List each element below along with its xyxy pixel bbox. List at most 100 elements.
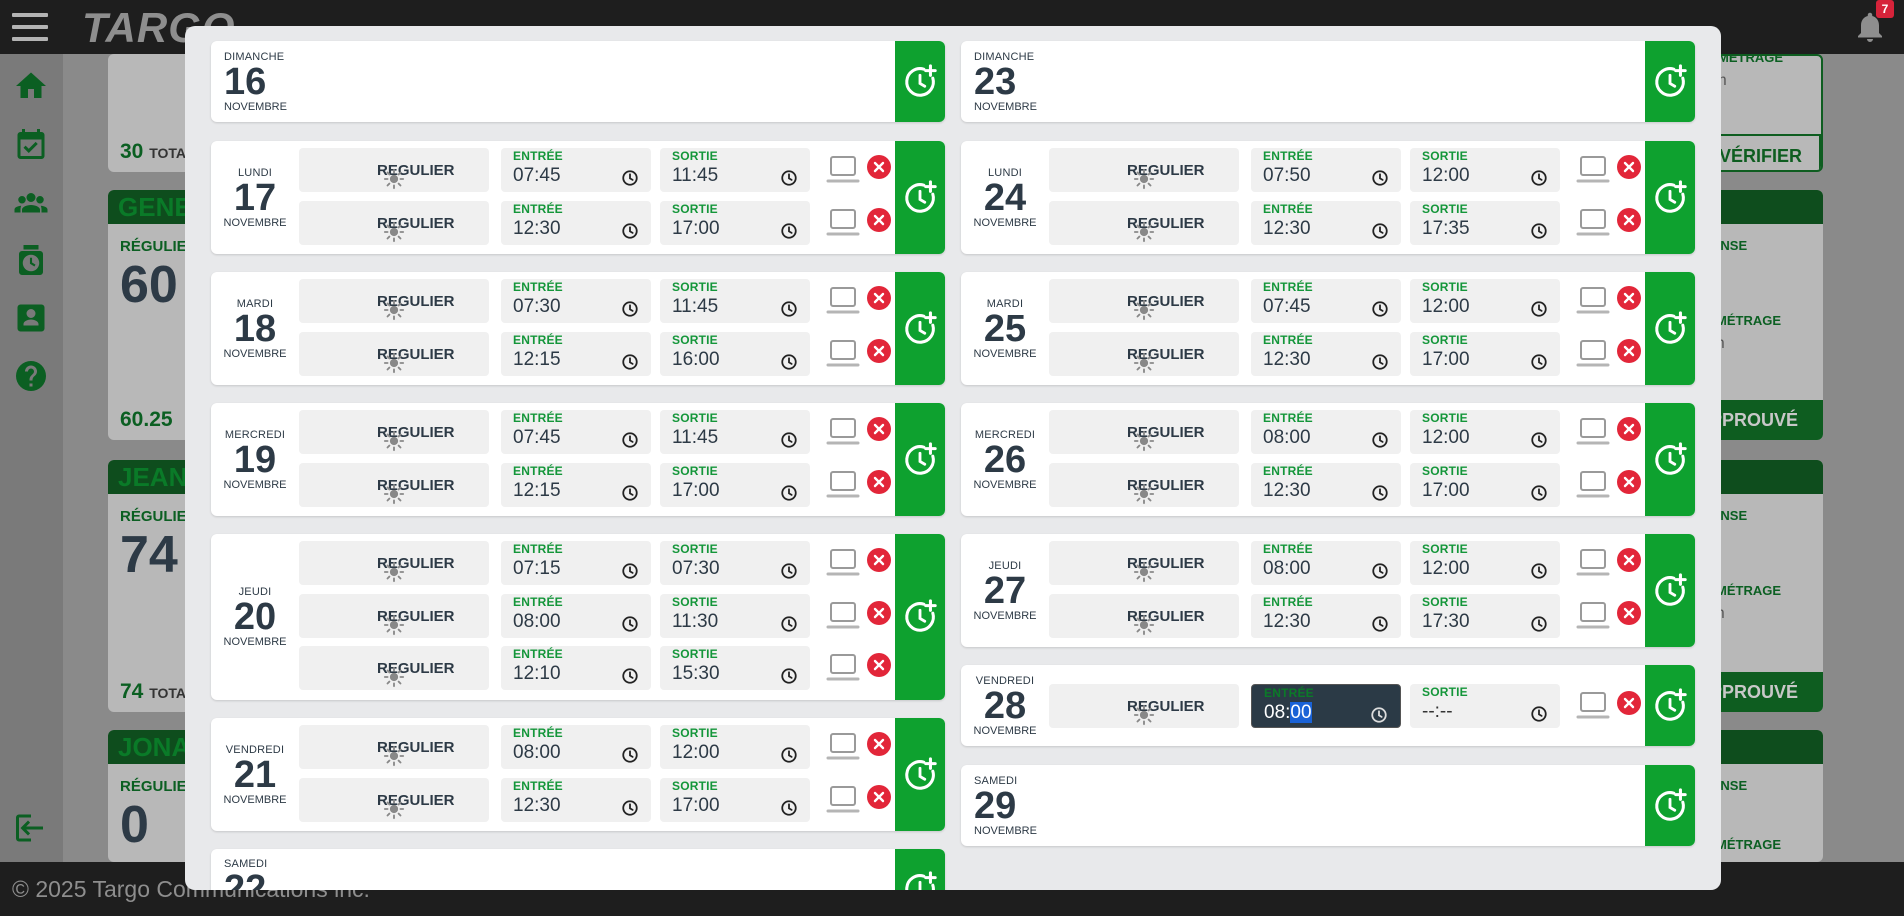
entree-time-input[interactable]: ENTRÉE 08:00 [1251,684,1401,728]
sortie-time-input[interactable]: SORTIE --:-- [1410,684,1560,728]
entree-time-input[interactable]: ENTRÉE 07:45 [501,148,651,192]
note-icon[interactable] [825,206,861,240]
delete-shift-button[interactable] [867,417,891,441]
sortie-time-input[interactable]: SORTIE 15:30 [660,646,810,690]
note-icon[interactable] [825,651,861,685]
shift-type-select[interactable]: REGULIER [299,410,489,454]
shift-type-select[interactable]: REGULIER [299,201,489,245]
shift-type-select[interactable]: REGULIER [299,148,489,192]
delete-shift-button[interactable] [1617,286,1641,310]
note-icon[interactable] [1575,415,1611,449]
sortie-time-input[interactable]: SORTIE 17:00 [660,201,810,245]
sortie-time-input[interactable]: SORTIE 17:00 [1410,463,1560,507]
entree-time-input[interactable]: ENTRÉE 12:30 [501,778,651,822]
sortie-time-input[interactable]: SORTIE 17:00 [660,463,810,507]
add-shift-button[interactable] [895,849,945,890]
note-icon[interactable] [825,337,861,371]
shift-type-select[interactable]: REGULIER [1049,279,1239,323]
delete-shift-button[interactable] [867,339,891,363]
entree-time-input[interactable]: ENTRÉE 07:50 [1251,148,1401,192]
sortie-time-input[interactable]: SORTIE 17:30 [1410,594,1560,638]
entree-time-input[interactable]: ENTRÉE 08:00 [1251,410,1401,454]
delete-shift-button[interactable] [1617,691,1641,715]
stopwatch-icon[interactable] [13,242,49,278]
shift-type-select[interactable]: REGULIER [299,646,489,690]
add-shift-button[interactable] [1645,403,1695,516]
sortie-time-input[interactable]: SORTIE 17:00 [1410,332,1560,376]
delete-shift-button[interactable] [1617,155,1641,179]
sortie-time-input[interactable]: SORTIE 12:00 [1410,148,1560,192]
add-shift-button[interactable] [1645,765,1695,846]
shift-type-select[interactable]: REGULIER [1049,684,1239,728]
entree-time-input[interactable]: ENTRÉE 12:30 [501,201,651,245]
contact-card-icon[interactable] [13,300,49,336]
shift-type-select[interactable]: REGULIER [1049,332,1239,376]
add-shift-button[interactable] [895,718,945,831]
help-icon[interactable] [13,358,49,394]
entree-time-input[interactable]: ENTRÉE 07:30 [501,279,651,323]
entree-time-input[interactable]: ENTRÉE 08:00 [501,594,651,638]
note-icon[interactable] [825,730,861,764]
note-icon[interactable] [825,599,861,633]
delete-shift-button[interactable] [867,470,891,494]
add-shift-button[interactable] [1645,41,1695,122]
shift-type-select[interactable]: REGULIER [299,725,489,769]
sortie-time-input[interactable]: SORTIE 11:30 [660,594,810,638]
sortie-time-input[interactable]: SORTIE 12:00 [1410,410,1560,454]
note-icon[interactable] [1575,468,1611,502]
note-icon[interactable] [825,546,861,580]
entree-time-input[interactable]: ENTRÉE 12:30 [1251,594,1401,638]
sortie-time-input[interactable]: SORTIE 11:45 [660,279,810,323]
delete-shift-button[interactable] [1617,417,1641,441]
delete-shift-button[interactable] [867,155,891,179]
delete-shift-button[interactable] [1617,470,1641,494]
sortie-time-input[interactable]: SORTIE 11:45 [660,410,810,454]
note-icon[interactable] [825,284,861,318]
add-shift-button[interactable] [895,403,945,516]
shift-type-select[interactable]: REGULIER [1049,541,1239,585]
sortie-time-input[interactable]: SORTIE 16:00 [660,332,810,376]
sortie-time-input[interactable]: SORTIE 17:00 [660,778,810,822]
sortie-time-input[interactable]: SORTIE 17:35 [1410,201,1560,245]
shift-type-select[interactable]: REGULIER [299,463,489,507]
entree-time-input[interactable]: ENTRÉE 08:00 [1251,541,1401,585]
bell-icon[interactable] [1852,8,1888,46]
entree-time-input[interactable]: ENTRÉE 07:45 [1251,279,1401,323]
delete-shift-button[interactable] [867,732,891,756]
delete-shift-button[interactable] [867,653,891,677]
entree-time-input[interactable]: ENTRÉE 12:10 [501,646,651,690]
note-icon[interactable] [1575,689,1611,723]
delete-shift-button[interactable] [867,548,891,572]
sortie-time-input[interactable]: SORTIE 12:00 [1410,279,1560,323]
add-shift-button[interactable] [895,534,945,700]
menu-icon[interactable] [12,13,48,41]
entree-time-input[interactable]: ENTRÉE 12:30 [1251,332,1401,376]
delete-shift-button[interactable] [1617,208,1641,232]
delete-shift-button[interactable] [867,208,891,232]
add-shift-button[interactable] [895,41,945,122]
sortie-time-input[interactable]: SORTIE 12:00 [660,725,810,769]
sortie-time-input[interactable]: SORTIE 11:45 [660,148,810,192]
add-shift-button[interactable] [895,272,945,385]
note-icon[interactable] [825,468,861,502]
sortie-time-input[interactable]: SORTIE 07:30 [660,541,810,585]
note-icon[interactable] [1575,284,1611,318]
entree-time-input[interactable]: ENTRÉE 07:45 [501,410,651,454]
entree-time-input[interactable]: ENTRÉE 12:30 [1251,201,1401,245]
note-icon[interactable] [1575,599,1611,633]
delete-shift-button[interactable] [1617,548,1641,572]
shift-type-select[interactable]: REGULIER [299,594,489,638]
delete-shift-button[interactable] [1617,601,1641,625]
delete-shift-button[interactable] [1617,339,1641,363]
add-shift-button[interactable] [1645,272,1695,385]
shift-type-select[interactable]: REGULIER [299,541,489,585]
entree-time-input[interactable]: ENTRÉE 12:15 [501,332,651,376]
note-icon[interactable] [1575,337,1611,371]
delete-shift-button[interactable] [867,286,891,310]
logout-icon[interactable] [13,810,49,846]
shift-type-select[interactable]: REGULIER [1049,201,1239,245]
note-icon[interactable] [825,783,861,817]
entree-time-input[interactable]: ENTRÉE 12:30 [1251,463,1401,507]
note-icon[interactable] [1575,546,1611,580]
shift-type-select[interactable]: REGULIER [299,332,489,376]
